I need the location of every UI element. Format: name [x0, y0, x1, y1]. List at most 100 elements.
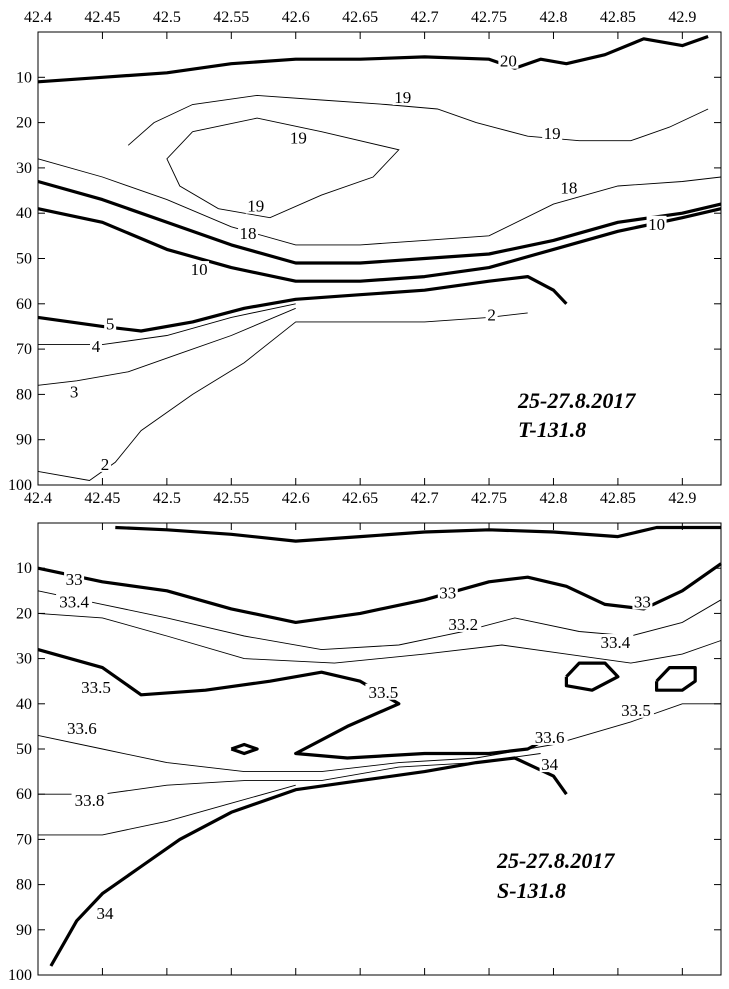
contour-label-halo: [245, 197, 266, 214]
temperature-contour-labels: 20 19 19 19 19 18 18 10 10 54 3 2 2: [68, 52, 667, 474]
isoline-34: [49, 756, 568, 967]
y-tick-label: 80: [16, 386, 32, 403]
contour-label-halo: [288, 129, 309, 146]
contour-label: 4: [92, 337, 101, 356]
isoline-33-2: [37, 590, 722, 651]
x-tick-label: 42.9: [668, 9, 696, 26]
y-tick-label: 90: [16, 432, 32, 449]
contour-label: 33.4: [600, 633, 630, 652]
contour-label: 19: [290, 129, 307, 148]
y-tick-label: 20: [16, 115, 32, 132]
y-tick-label: 60: [16, 786, 32, 803]
y-tick-label: 10: [16, 560, 32, 577]
isoline-32-5: [115, 525, 721, 543]
y-tick-label: 60: [16, 296, 32, 313]
x-tick-label: 42.85: [600, 9, 636, 26]
x-tick-label: 42.4: [24, 9, 52, 26]
y-tick-label: 10: [16, 69, 32, 86]
contour-label: 19: [394, 88, 411, 107]
y-tick-label: 30: [16, 651, 32, 668]
isoline-33-55: [230, 742, 259, 756]
isoline-33-45: [564, 661, 620, 692]
contour-label-halo: [68, 383, 81, 400]
salinity-plot-frame: [37, 522, 722, 976]
x-tick-label: 42.75: [471, 9, 507, 26]
contour-label-halo: [238, 224, 259, 241]
contour-label-halo: [542, 125, 563, 142]
contour-label-halo: [597, 634, 634, 651]
temperature-plot-frame: [37, 31, 722, 486]
contour-label-halo: [64, 570, 85, 587]
x-tick-label: 42.85: [600, 490, 636, 507]
temperature-x-axis: 42.4 42.4 42.45 42.45 42.5 42.5 42.55 42.55 42.6…: [24, 9, 696, 507]
contour-label: 33.5: [368, 683, 398, 702]
isoline-10: [37, 207, 722, 283]
contour-label-halo: [89, 338, 102, 355]
contour-label-halo: [617, 701, 654, 718]
x-tick-label: 42.4: [24, 490, 52, 507]
salinity-caption-section: S-131.8: [497, 878, 566, 903]
isoline-4: [38, 303, 296, 346]
contour-label-halo: [485, 306, 498, 323]
x-tick-label: 42.6: [282, 490, 310, 507]
contour-label: 33.6: [67, 719, 97, 738]
y-tick-label: 90: [16, 922, 32, 939]
isoline-33-45: [655, 666, 697, 692]
temperature-y-axis: 10 20 30 40 50 60 70 80 90 100: [8, 69, 721, 494]
isoline-33-8: [38, 753, 541, 795]
contour-label-halo: [392, 88, 413, 105]
temperature-caption-section: T-131.8: [518, 417, 586, 442]
isoline-5: [37, 275, 568, 333]
contour-label-halo: [558, 179, 579, 196]
x-tick-label: 42.6: [282, 9, 310, 26]
contour-label: 33.4: [59, 592, 89, 611]
x-tick-label: 42.8: [539, 490, 567, 507]
isoline-19: [166, 117, 400, 219]
contour-label-halo: [646, 215, 667, 232]
contour-label: 33: [439, 583, 456, 602]
x-tick-label: 42.8: [539, 9, 567, 26]
x-tick-label: 42.5: [153, 9, 181, 26]
contour-label: 18: [240, 224, 257, 243]
salinity-contour-labels: 33 33 33 33.4 33.2 33.4 33.5 33.5 33.5 33.6 33.6 34…: [56, 570, 654, 923]
contour-label: 10: [648, 215, 665, 234]
contour-label: 33.5: [621, 701, 651, 720]
salinity-section-chart: 10 20 30 40 50 60 70 80 90 100 33 33 33 33.4 33.2 33.4…: [8, 522, 722, 984]
contour-label-halo: [189, 261, 210, 278]
contour-label-halo: [539, 756, 560, 773]
contour-label-halo: [445, 615, 482, 632]
contour-label-halo: [71, 792, 108, 809]
contour-label-halo: [531, 728, 568, 745]
contour-label: 33.8: [75, 791, 105, 810]
salinity-isolines: [37, 525, 722, 967]
contour-label: 18: [560, 179, 577, 198]
contour-label: 33.5: [81, 678, 111, 697]
contour-label-halo: [632, 593, 653, 610]
contour-label-halo: [437, 584, 458, 601]
contour-label: 33.2: [448, 615, 478, 634]
contour-label: 3: [70, 382, 79, 401]
contour-label: 34: [541, 755, 559, 774]
x-tick-label: 42.55: [213, 490, 249, 507]
y-tick-label: 70: [16, 341, 32, 358]
x-tick-label: 42.5: [153, 490, 181, 507]
contour-label: 19: [544, 124, 561, 143]
contour-label-halo: [56, 593, 93, 610]
isoline-20: [37, 34, 709, 84]
y-tick-label: 70: [16, 831, 32, 848]
contour-label: 5: [106, 314, 115, 333]
x-tick-label: 42.55: [213, 9, 249, 26]
y-tick-label: 40: [16, 696, 32, 713]
temperature-caption-date: 25-27.8.2017: [517, 388, 636, 413]
x-tick-label: 42.7: [411, 9, 439, 26]
isoline-19: [127, 94, 709, 146]
contour-label: 2: [101, 455, 110, 474]
x-tick-label: 42.65: [342, 9, 378, 26]
y-tick-label: 100: [8, 477, 32, 494]
x-tick-label: 42.7: [411, 490, 439, 507]
temperature-section-chart: 42.4 42.4 42.45 42.45 42.5 42.5 42.55 42.55 42.6…: [8, 9, 722, 507]
y-tick-label: 100: [8, 967, 32, 984]
isoline-33-4: [37, 612, 722, 664]
isoline-33-9: [38, 784, 296, 836]
